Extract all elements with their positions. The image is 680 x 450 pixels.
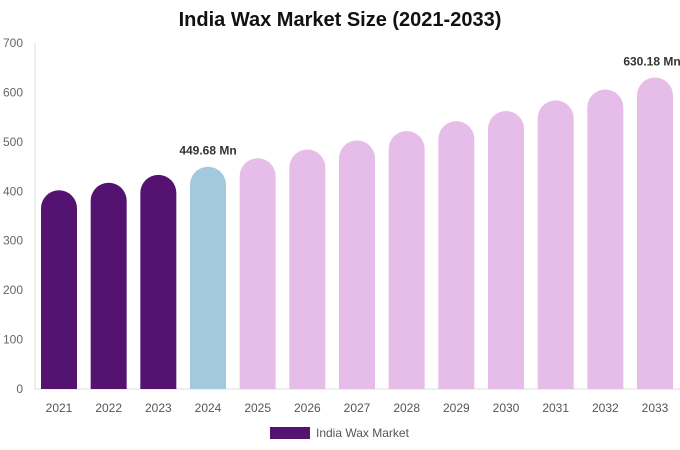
bar-2033	[637, 77, 673, 389]
y-tick-label: 100	[3, 333, 23, 347]
bar-2022	[90, 182, 127, 389]
x-tick-label: 2023	[145, 401, 172, 415]
bar-2024	[190, 166, 226, 389]
x-tick-label: 2022	[95, 401, 122, 415]
y-tick-label: 500	[3, 135, 23, 149]
bar-2028	[388, 130, 425, 390]
bar-2026	[289, 149, 326, 389]
bar-2025	[239, 158, 276, 389]
y-tick-label: 300	[3, 234, 23, 248]
bar-2027	[339, 140, 375, 389]
bar-2023	[140, 174, 177, 389]
x-tick-label: 2026	[294, 401, 321, 415]
bar-2031	[537, 100, 574, 389]
x-tick-label: 2027	[344, 401, 371, 415]
bar-2032	[587, 89, 624, 389]
legend-swatch	[270, 427, 310, 439]
x-tick-label: 2024	[195, 401, 222, 415]
y-tick-label: 200	[3, 283, 23, 297]
y-tick-label: 600	[3, 85, 23, 99]
x-tick-label: 2032	[592, 401, 619, 415]
bar-2030	[488, 110, 524, 389]
y-tick-label: 400	[3, 184, 23, 198]
x-tick-label: 2025	[244, 401, 271, 415]
y-tick-label: 0	[16, 382, 23, 396]
x-tick-label: 2031	[542, 401, 569, 415]
y-tick-label: 700	[3, 36, 23, 50]
bar-2029	[438, 121, 475, 389]
data-label: 449.68 Mn	[179, 144, 236, 158]
x-tick-label: 2030	[493, 401, 520, 415]
x-tick-label: 2029	[443, 401, 470, 415]
data-label: 630.18 Mn	[623, 55, 680, 69]
legend: India Wax Market	[270, 426, 409, 440]
chart-title: India Wax Market Size (2021-2033)	[178, 9, 502, 31]
bar-2021	[41, 190, 77, 389]
x-tick-label: 2028	[393, 401, 420, 415]
x-tick-label: 2033	[642, 401, 669, 415]
x-tick-label: 2021	[46, 401, 73, 415]
legend-label: India Wax Market	[316, 426, 409, 440]
